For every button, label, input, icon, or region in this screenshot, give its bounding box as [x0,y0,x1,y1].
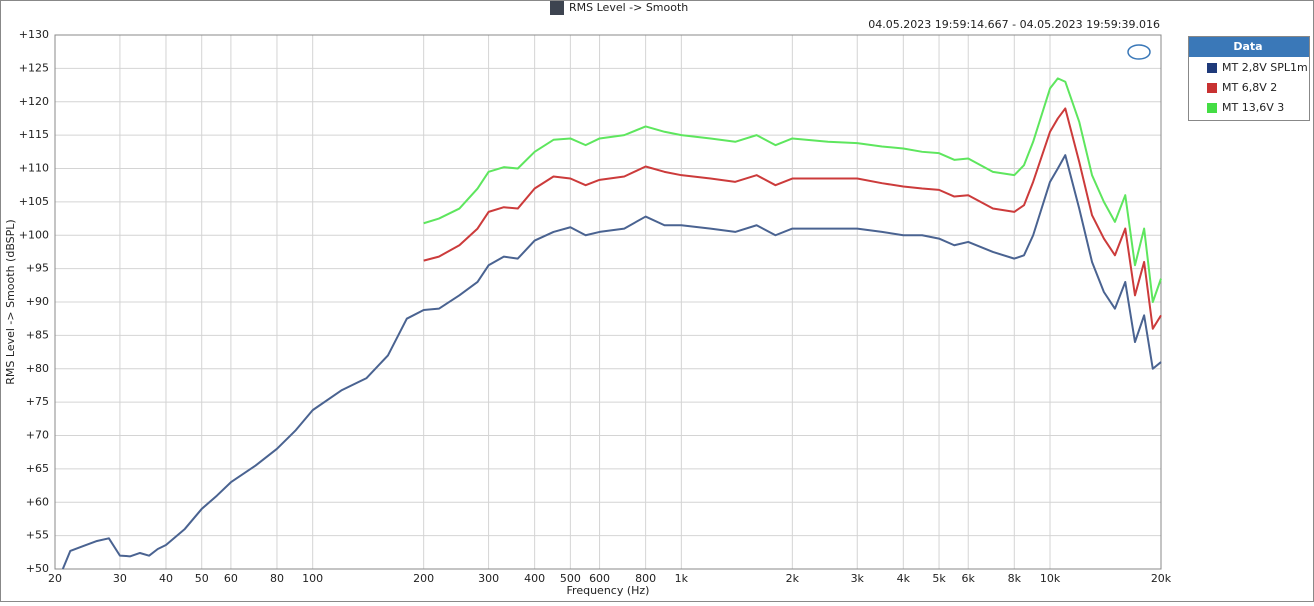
x-tick-label: 500 [560,572,581,585]
y-tick-label: +95 [26,262,49,275]
x-tick-label: 1k [675,572,689,585]
y-tick-label: +120 [19,95,49,108]
legend-swatch [1207,63,1217,73]
legend-label: MT 2,8V SPL1m [1222,61,1308,74]
x-tick-label: 8k [1008,572,1022,585]
legend-swatch [1207,83,1217,93]
y-tick-label: +105 [19,195,49,208]
series-line [423,77,1162,303]
x-axis-label: Frequency (Hz) [567,584,650,597]
x-tick-label: 20 [48,572,62,585]
chart-title: RMS Level -> Smooth [569,1,688,14]
series-line [61,154,1162,570]
y-tick-label: +115 [19,128,49,141]
y-tick-label: +60 [26,495,49,508]
y-tick-label: +130 [19,28,49,41]
grid [54,34,1162,570]
x-tick-label: 20k [1151,572,1172,585]
x-tick-label: 10k [1040,572,1061,585]
legend-label: MT 13,6V 3 [1222,101,1284,114]
series-line [423,107,1162,330]
y-tick-label: +100 [19,228,49,241]
y-tick-label: +80 [26,362,49,375]
time-range: 04.05.2023 19:59:14.667 - 04.05.2023 19:… [868,18,1160,31]
x-tick-label: 400 [524,572,545,585]
legend-label: MT 6,8V 2 [1222,81,1277,94]
x-tick-label: 80 [270,572,284,585]
fx-icon [550,1,564,15]
y-tick-label: +85 [26,328,49,341]
x-tick-label: 30 [113,572,127,585]
y-axis-label: RMS Level -> Smooth (dBSPL) [4,219,17,384]
x-tick-label: 40 [159,572,173,585]
plot-frame [54,34,1162,570]
y-tick-label: +75 [26,395,49,408]
x-tick-label: 2k [786,572,800,585]
x-tick-label: 4k [897,572,911,585]
x-tick-label: 6k [962,572,976,585]
ap-logo [1127,44,1151,60]
y-tick-label: +55 [26,529,49,542]
x-tick-label: 3k [851,572,865,585]
legend-title: Data [1233,40,1262,53]
legend: Data MT 2,8V SPL1m MT 6,8V 2 MT 13,6V 3 [1188,36,1310,121]
legend-header [1189,37,1309,57]
y-tick-label: +125 [19,61,49,74]
legend-swatch [1207,103,1217,113]
y-tick-label: +50 [26,562,49,575]
x-tick-label: 50 [195,572,209,585]
x-tick-label: 5k [932,572,946,585]
x-tick-label: 300 [478,572,499,585]
x-tick-label: 60 [224,572,238,585]
x-tick-label: 600 [589,572,610,585]
x-tick-label: 800 [635,572,656,585]
x-tick-label: 100 [302,572,323,585]
y-tick-label: +70 [26,429,49,442]
x-tick-label: 200 [413,572,434,585]
y-tick-label: +110 [19,162,49,175]
y-tick-label: +65 [26,462,49,475]
y-tick-label: +90 [26,295,49,308]
